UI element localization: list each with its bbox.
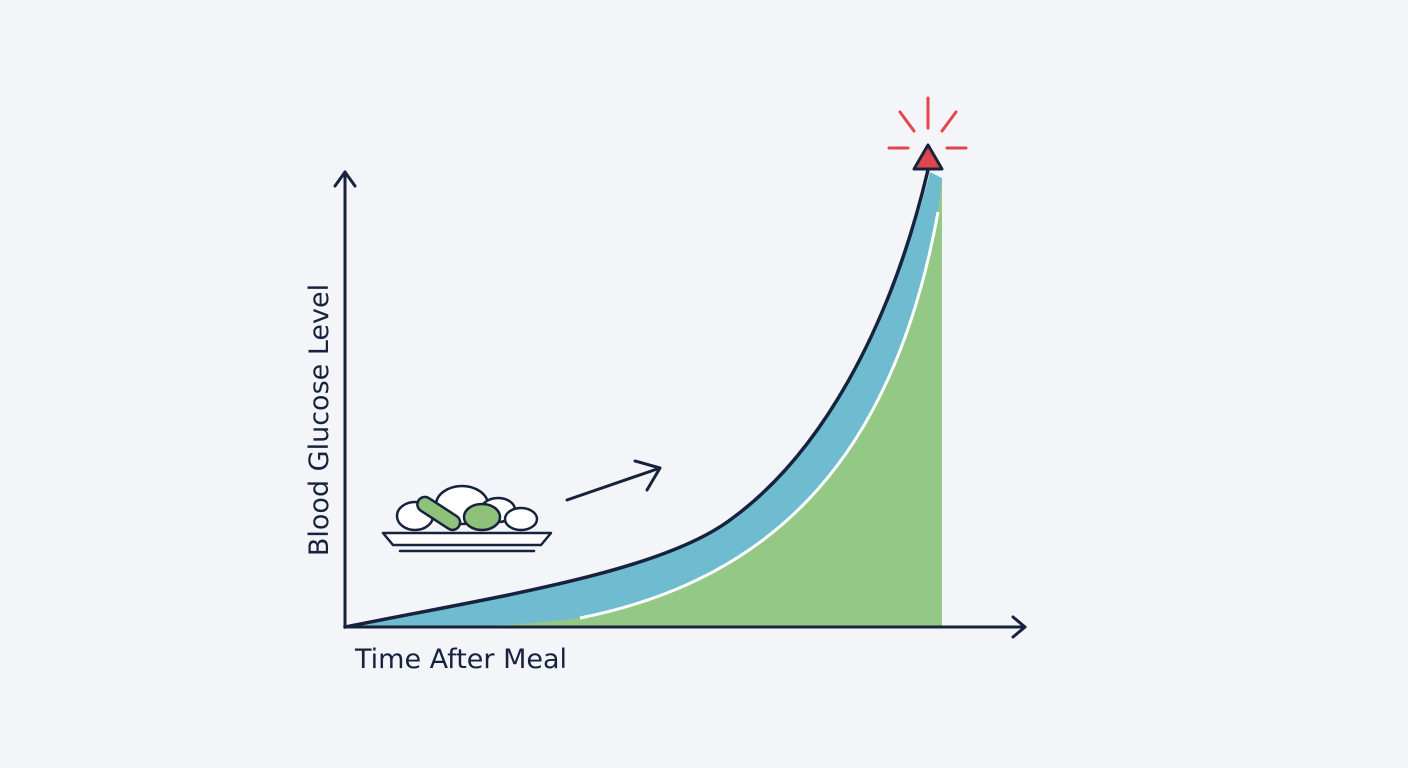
y-axis-label: Blood Glucose Level (304, 284, 335, 556)
warning-triangle-icon (887, 96, 968, 171)
separator-curve (579, 211, 940, 620)
x-axis (343, 615, 1027, 639)
y-axis (333, 170, 357, 629)
meal-plate-icon (381, 484, 553, 553)
x-axis-label: Time After Meal (354, 644, 567, 675)
glucose-curve (343, 168, 930, 629)
trend-arrow-icon (565, 459, 662, 502)
